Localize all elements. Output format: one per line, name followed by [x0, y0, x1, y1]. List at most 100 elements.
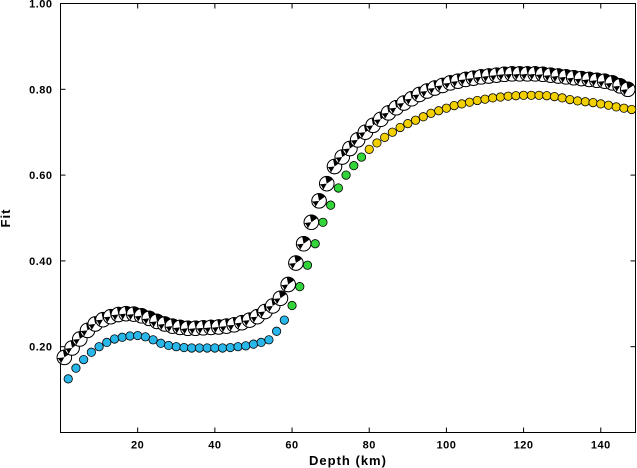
- fit-point: [140, 332, 150, 342]
- fit-point: [194, 343, 205, 353]
- fit-point: [596, 99, 606, 109]
- fit-point: [272, 326, 282, 336]
- fit-point: [333, 183, 343, 193]
- x-tick-label: 20: [131, 440, 144, 452]
- fit-point: [457, 99, 467, 109]
- fit-point: [511, 91, 521, 101]
- mechanism-marker: [303, 214, 320, 231]
- mechanism-marker: [311, 193, 327, 209]
- fit-point: [233, 342, 243, 352]
- x-tick-label: 100: [436, 440, 456, 452]
- fit-point: [217, 343, 228, 353]
- fit-point: [256, 337, 266, 348]
- mechanism-marker: [295, 235, 312, 252]
- fit-point: [225, 342, 235, 353]
- fit-point: [464, 97, 475, 107]
- fit-point: [248, 339, 259, 349]
- fit-point: [495, 92, 506, 102]
- mechanism-marker: [280, 276, 296, 293]
- y-tick-label: 0.60: [29, 170, 52, 182]
- x-tick-label: 120: [514, 440, 534, 452]
- fit-point: [341, 170, 351, 180]
- fit-point: [79, 354, 89, 365]
- y-axis-label: Fit: [0, 209, 13, 228]
- y-tick-label: 0.40: [29, 256, 52, 268]
- x-tick-label: 60: [285, 440, 298, 452]
- fit-point: [426, 108, 436, 118]
- fit-point: [156, 338, 166, 348]
- fit-point: [611, 102, 621, 112]
- fit-point: [349, 161, 359, 171]
- fit-point: [542, 91, 552, 101]
- fit-point: [449, 101, 459, 111]
- y-tick-label: 1.00: [29, 0, 52, 11]
- fit-point: [518, 90, 529, 100]
- fit-point: [202, 343, 212, 353]
- fit-point: [318, 217, 328, 227]
- fit-point: [102, 337, 112, 348]
- fit-point: [418, 112, 428, 122]
- fit-point: [86, 347, 96, 357]
- fit-point: [395, 122, 405, 133]
- fit-point: [387, 127, 397, 137]
- fit-point: [364, 144, 374, 154]
- data-markers: [56, 66, 637, 384]
- fit-point: [526, 90, 536, 100]
- fit-point: [380, 132, 390, 142]
- y-tick-label: 0.20: [29, 342, 52, 354]
- fit-point: [133, 330, 143, 341]
- fit-point: [356, 152, 367, 162]
- x-axis-label: Depth (km): [309, 453, 387, 468]
- x-tick-label: 140: [591, 440, 611, 452]
- fit-point: [534, 90, 544, 100]
- fit-point: [117, 332, 127, 342]
- fit-point: [326, 200, 336, 210]
- fit-point: [171, 342, 181, 352]
- fit-point: [109, 334, 120, 344]
- fit-point: [480, 94, 490, 104]
- fit-point: [310, 239, 320, 249]
- fit-point: [125, 331, 135, 341]
- fit-point: [264, 335, 274, 345]
- mechanism-marker: [620, 81, 636, 98]
- fit-point: [302, 260, 313, 270]
- mechanism-marker: [319, 175, 335, 192]
- fit-point: [403, 119, 413, 129]
- fit-point: [434, 106, 444, 116]
- fit-point: [410, 115, 421, 125]
- fit-point: [63, 374, 73, 384]
- mechanism-marker: [64, 340, 80, 356]
- y-tick-label: 0.80: [29, 84, 52, 96]
- fit-point: [148, 335, 158, 345]
- fit-point: [549, 91, 560, 102]
- fit-point: [557, 93, 567, 103]
- mechanism-marker: [288, 255, 304, 271]
- fit-point: [588, 97, 598, 108]
- x-tick-label: 80: [363, 440, 376, 452]
- fit-point: [565, 94, 575, 105]
- fit-point: [287, 300, 297, 311]
- x-tick-label: 40: [208, 440, 221, 452]
- fit-point: [580, 97, 590, 107]
- fit-point: [163, 340, 174, 351]
- fit-point: [241, 341, 251, 351]
- fit-point: [441, 103, 452, 113]
- fit-point: [210, 343, 220, 353]
- mechanism-marker: [272, 290, 289, 306]
- fit-point: [503, 91, 513, 101]
- fit-point: [372, 138, 382, 148]
- fit-point: [187, 343, 197, 353]
- fit-point: [488, 93, 498, 103]
- fit-point: [603, 100, 614, 110]
- fit-point: [179, 342, 189, 353]
- fit-point: [619, 103, 629, 113]
- fit-point: [472, 95, 482, 106]
- axis-ticks: 20 40 60 80 100 120 140 0.20 0.40 0.60 0.80 1.00: [29, 0, 636, 452]
- fit-point: [627, 104, 637, 115]
- fit-point: [279, 315, 289, 325]
- fit-point: [295, 282, 305, 292]
- fit-point: [71, 363, 81, 373]
- fit-point: [573, 96, 583, 106]
- fit-point: [94, 342, 104, 352]
